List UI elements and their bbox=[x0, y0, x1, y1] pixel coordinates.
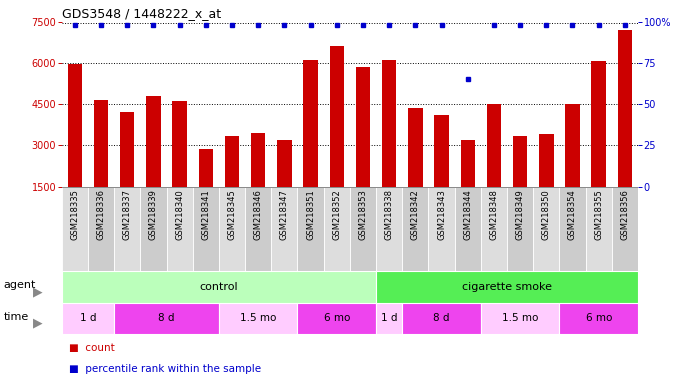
Text: GSM218346: GSM218346 bbox=[254, 189, 263, 240]
Text: control: control bbox=[200, 282, 238, 292]
Text: GSM218335: GSM218335 bbox=[71, 189, 80, 240]
Bar bbox=[460, 140, 475, 187]
Bar bbox=[298, 187, 324, 271]
Text: GSM218353: GSM218353 bbox=[359, 189, 368, 240]
Text: 1 d: 1 d bbox=[381, 313, 397, 323]
Bar bbox=[513, 136, 528, 187]
Bar bbox=[434, 115, 449, 187]
Text: 6 mo: 6 mo bbox=[324, 313, 350, 323]
Bar bbox=[350, 187, 376, 271]
Text: GSM218349: GSM218349 bbox=[516, 189, 525, 240]
Bar bbox=[376, 271, 638, 303]
Text: GSM218356: GSM218356 bbox=[620, 189, 629, 240]
Text: GSM218338: GSM218338 bbox=[385, 189, 394, 240]
Text: GSM218340: GSM218340 bbox=[175, 189, 184, 240]
Bar bbox=[559, 303, 638, 334]
Bar bbox=[565, 104, 580, 187]
Text: GSM218350: GSM218350 bbox=[542, 189, 551, 240]
Bar bbox=[94, 100, 108, 187]
Bar bbox=[62, 271, 376, 303]
Bar bbox=[219, 187, 245, 271]
Bar bbox=[376, 187, 402, 271]
Bar bbox=[141, 187, 167, 271]
Bar bbox=[612, 187, 638, 271]
Text: GSM218347: GSM218347 bbox=[280, 189, 289, 240]
Text: GSM218341: GSM218341 bbox=[201, 189, 211, 240]
Text: GSM218336: GSM218336 bbox=[97, 189, 106, 240]
Bar bbox=[455, 187, 481, 271]
Bar bbox=[199, 149, 213, 187]
Bar bbox=[507, 187, 533, 271]
Bar bbox=[114, 187, 141, 271]
Bar bbox=[225, 136, 239, 187]
Text: ■  percentile rank within the sample: ■ percentile rank within the sample bbox=[69, 364, 261, 374]
Bar bbox=[167, 187, 193, 271]
Text: GSM218343: GSM218343 bbox=[437, 189, 446, 240]
Text: GSM218345: GSM218345 bbox=[228, 189, 237, 240]
Bar bbox=[533, 187, 559, 271]
Text: cigarette smoke: cigarette smoke bbox=[462, 282, 552, 292]
Bar bbox=[356, 67, 370, 187]
Bar bbox=[481, 303, 559, 334]
Bar bbox=[219, 303, 298, 334]
Bar bbox=[271, 187, 298, 271]
Text: 1.5 mo: 1.5 mo bbox=[240, 313, 276, 323]
Bar bbox=[245, 187, 271, 271]
Text: agent: agent bbox=[3, 280, 36, 290]
Text: time: time bbox=[3, 312, 29, 322]
Bar bbox=[146, 96, 161, 187]
Bar bbox=[481, 187, 507, 271]
Bar bbox=[617, 30, 632, 187]
Bar bbox=[559, 187, 586, 271]
Bar bbox=[324, 187, 350, 271]
Text: GSM218337: GSM218337 bbox=[123, 189, 132, 240]
Text: 8 d: 8 d bbox=[158, 313, 175, 323]
Text: GSM218354: GSM218354 bbox=[568, 189, 577, 240]
Bar bbox=[62, 187, 88, 271]
Bar bbox=[68, 64, 82, 187]
Text: GSM218344: GSM218344 bbox=[463, 189, 472, 240]
Text: 1.5 mo: 1.5 mo bbox=[502, 313, 539, 323]
Bar bbox=[88, 187, 114, 271]
Text: ■  count: ■ count bbox=[69, 343, 115, 353]
Bar bbox=[402, 303, 481, 334]
Text: GSM218342: GSM218342 bbox=[411, 189, 420, 240]
Bar bbox=[329, 46, 344, 187]
Text: ▶: ▶ bbox=[33, 316, 43, 329]
Bar bbox=[408, 108, 423, 187]
Text: 6 mo: 6 mo bbox=[586, 313, 612, 323]
Bar bbox=[172, 101, 187, 187]
Bar bbox=[193, 187, 219, 271]
Text: ▶: ▶ bbox=[33, 285, 43, 298]
Bar bbox=[429, 187, 455, 271]
Bar bbox=[486, 104, 501, 187]
Bar bbox=[298, 303, 376, 334]
Bar bbox=[586, 187, 612, 271]
Text: GSM218352: GSM218352 bbox=[332, 189, 341, 240]
Text: 1 d: 1 d bbox=[80, 313, 96, 323]
Bar bbox=[114, 303, 219, 334]
Bar bbox=[402, 187, 429, 271]
Bar bbox=[303, 60, 318, 187]
Text: 8 d: 8 d bbox=[434, 313, 450, 323]
Bar bbox=[382, 60, 397, 187]
Bar bbox=[120, 112, 134, 187]
Text: GDS3548 / 1448222_x_at: GDS3548 / 1448222_x_at bbox=[62, 7, 221, 20]
Bar bbox=[376, 303, 402, 334]
Text: GSM218339: GSM218339 bbox=[149, 189, 158, 240]
Text: GSM218355: GSM218355 bbox=[594, 189, 603, 240]
Bar bbox=[591, 61, 606, 187]
Text: GSM218351: GSM218351 bbox=[306, 189, 315, 240]
Bar bbox=[539, 134, 554, 187]
Bar bbox=[62, 303, 114, 334]
Text: GSM218348: GSM218348 bbox=[489, 189, 499, 240]
Bar bbox=[277, 140, 292, 187]
Bar bbox=[251, 133, 265, 187]
